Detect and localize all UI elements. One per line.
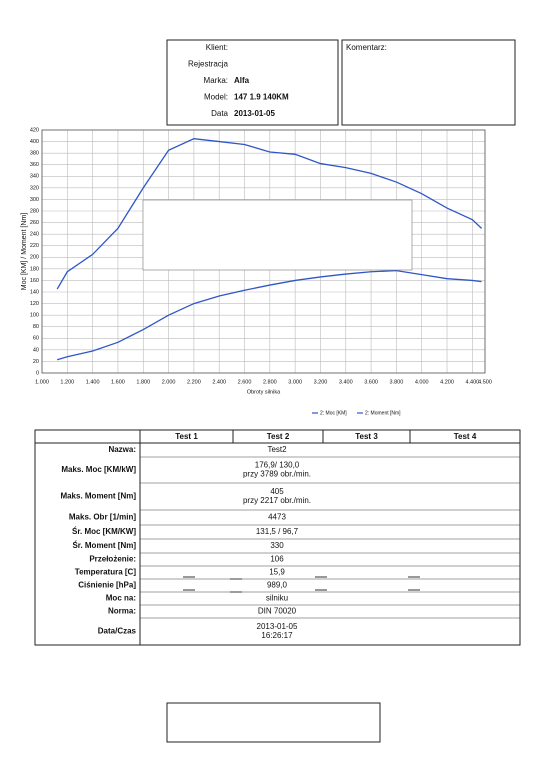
row-value: 330 [270, 541, 284, 550]
column-header: Test 2 [267, 432, 290, 441]
row-value: 4473 [268, 513, 286, 522]
field-label: Rejestracja [188, 60, 229, 69]
x-tick-label: 4.000 [415, 379, 429, 385]
x-tick-label: 3.800 [390, 379, 404, 385]
row-label: Maks. Moment [Nm] [60, 492, 136, 501]
x-tick-label: 3.200 [314, 379, 328, 385]
y-tick-label: 280 [30, 208, 39, 214]
y-tick-label: 20 [33, 359, 39, 365]
series-line [56, 138, 483, 290]
row-value: 405 [270, 487, 284, 496]
field-label: Klient: [206, 43, 228, 52]
info-box [166, 39, 339, 126]
row-value: Test2 [267, 445, 287, 454]
redaction [142, 199, 413, 271]
row-label: Śr. Moc [KM/KW] [72, 527, 136, 536]
field-value: 2013-01-05 [234, 109, 275, 118]
y-tick-label: 140 [30, 289, 39, 295]
comment-label: Komentarz: [346, 43, 387, 52]
field-value: 147 1.9 140KM [234, 93, 289, 102]
x-tick-label: 4.400 [465, 379, 479, 385]
y-axis-label: Moc [KM] / Moment [Nm] [21, 213, 28, 290]
x-tick-label: 2.600 [238, 379, 252, 385]
column-header: Test 1 [175, 432, 198, 441]
legend-label: 2: Moment [Nm] [365, 410, 401, 416]
y-tick-label: 420 [30, 127, 39, 133]
y-tick-label: 240 [30, 232, 39, 238]
row-label: Norma: [108, 607, 136, 616]
row-value: 106 [270, 555, 284, 564]
x-tick-label: 1.600 [111, 379, 125, 385]
x-tick-label: 2.800 [263, 379, 277, 385]
y-tick-label: 220 [30, 243, 39, 249]
y-tick-label: 100 [30, 313, 39, 319]
x-tick-label: 4.200 [440, 379, 454, 385]
row-label: Maks. Obr [1/min] [69, 513, 136, 522]
y-tick-label: 60 [33, 336, 39, 342]
row-value: 16:26:17 [261, 631, 293, 640]
row-value: 176,9/ 130,0 [255, 461, 300, 470]
y-tick-label: 380 [30, 151, 39, 157]
x-axis-label: Obroty silnika [247, 389, 281, 395]
table-frame [34, 429, 521, 646]
y-tick-label: 160 [30, 278, 39, 284]
y-tick-label: 40 [33, 347, 39, 353]
x-tick-label: 2.200 [187, 379, 201, 385]
row-value: 131,5 / 96,7 [256, 527, 299, 536]
comment-box [341, 39, 516, 126]
row-label: Data/Czas [98, 627, 137, 636]
field-label: Data [211, 109, 228, 118]
row-label: Śr. Moment [Nm] [72, 541, 136, 550]
y-tick-label: 120 [30, 301, 39, 307]
y-tick-label: 300 [30, 197, 39, 203]
row-value: DIN 70020 [258, 607, 297, 616]
series-line [57, 269, 482, 361]
plot-frame [41, 129, 486, 374]
field-value: Alfa [234, 76, 250, 85]
field-label: Model: [204, 93, 228, 102]
row-label: Nazwa: [108, 445, 136, 454]
y-tick-label: 400 [30, 139, 39, 145]
y-tick-label: 360 [30, 162, 39, 168]
x-tick-label: 3.400 [339, 379, 353, 385]
y-tick-label: 80 [33, 324, 39, 330]
x-tick-label: 4.500 [478, 379, 492, 385]
x-tick-label: 1.200 [60, 379, 74, 385]
y-tick-label: 340 [30, 174, 39, 180]
column-header: Test 4 [454, 432, 477, 441]
row-value: przy 2217 obr./min. [243, 496, 311, 505]
x-tick-label: 2.400 [212, 379, 226, 385]
row-label: Moc na: [106, 594, 136, 603]
row-value: przy 3789 obr./min. [243, 470, 311, 479]
y-tick-label: 180 [30, 266, 39, 272]
y-tick-label: 320 [30, 185, 39, 191]
row-label: Ciśnienie [hPa] [78, 581, 136, 590]
row-value: 15,9 [269, 568, 285, 577]
field-label: Marka: [204, 76, 228, 85]
x-tick-label: 3.600 [364, 379, 378, 385]
row-label: Przełożenie: [89, 555, 136, 564]
row-value: 2013-01-05 [257, 622, 298, 631]
row-value: 989,0 [267, 581, 288, 590]
column-header: Test 3 [355, 432, 378, 441]
row-label: Maks. Moc [KM/kW] [61, 465, 136, 474]
row-label: Temperatura [C] [75, 568, 137, 577]
legend-label: 2: Moc [KM] [320, 410, 347, 416]
x-tick-label: 1.400 [86, 379, 100, 385]
x-tick-label: 1.800 [136, 379, 150, 385]
y-tick-label: 0 [36, 370, 39, 376]
x-tick-label: 3.000 [288, 379, 302, 385]
y-tick-label: 260 [30, 220, 39, 226]
stamp-box [166, 702, 381, 743]
x-tick-label: 2.000 [162, 379, 176, 385]
y-tick-label: 200 [30, 255, 39, 261]
row-value: silniku [266, 594, 288, 603]
x-tick-label: 1.000 [35, 379, 49, 385]
